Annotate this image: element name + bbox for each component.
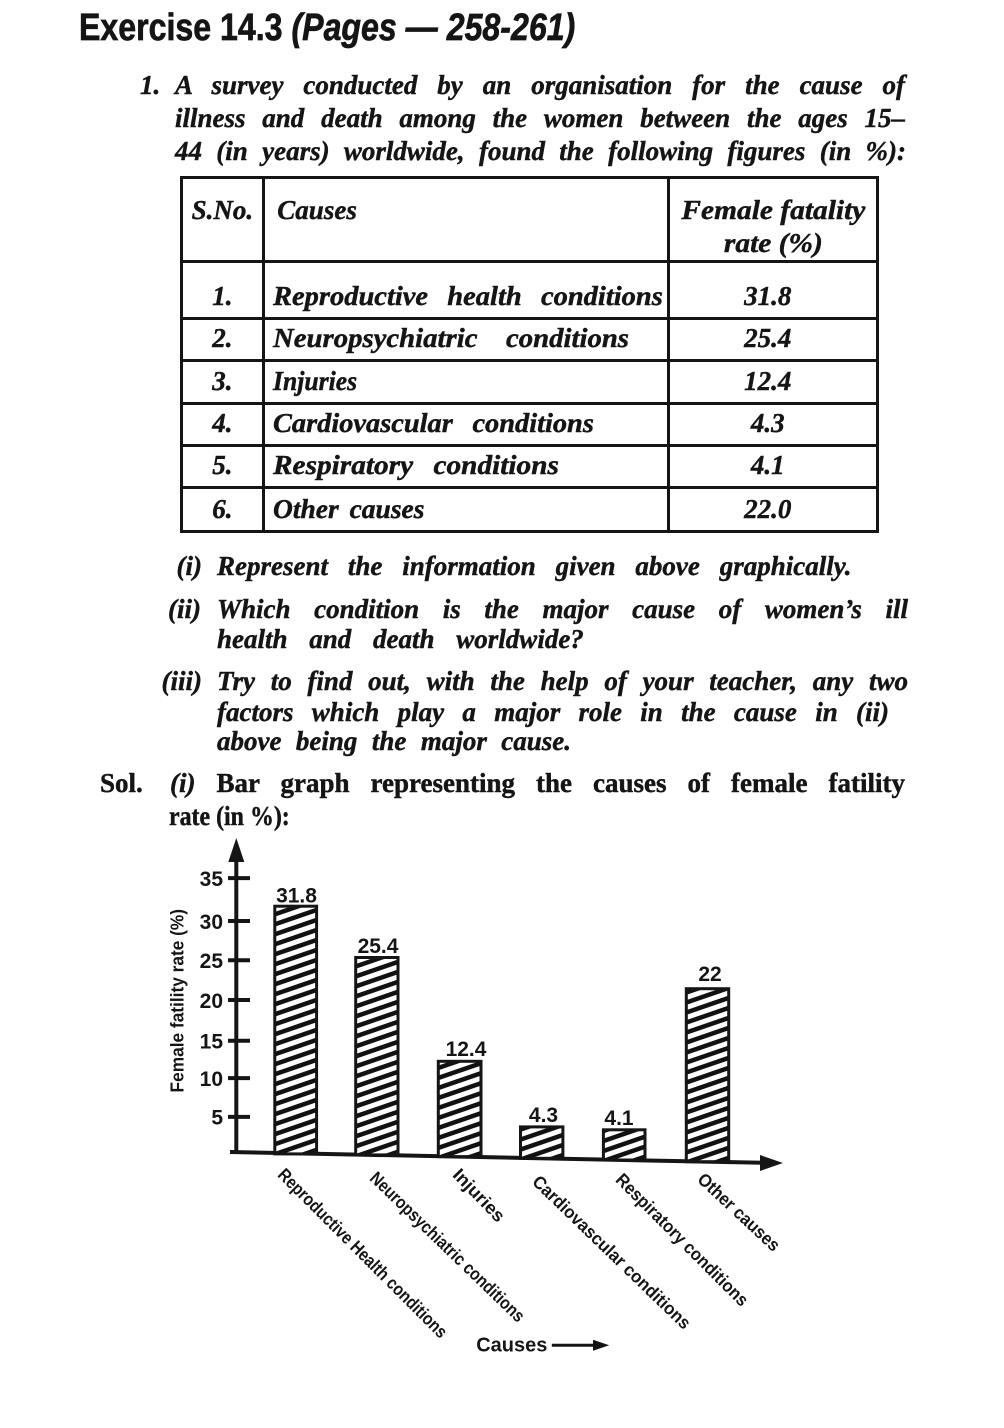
- svg-text:25: 25: [200, 950, 224, 973]
- svg-text:15: 15: [200, 1031, 224, 1054]
- svg-text:4.3: 4.3: [529, 1104, 558, 1127]
- svg-text:10: 10: [200, 1068, 223, 1091]
- svg-text:31.8: 31.8: [276, 885, 317, 908]
- svg-text:5: 5: [211, 1107, 223, 1130]
- svg-text:12.4: 12.4: [446, 1038, 487, 1061]
- svg-text:22: 22: [698, 963, 721, 986]
- svg-text:Female fatility rate (%): Female fatility rate (%): [168, 909, 188, 1092]
- svg-text:30: 30: [200, 911, 223, 934]
- svg-text:35: 35: [200, 868, 224, 891]
- svg-text:20: 20: [200, 990, 223, 1013]
- svg-text:Injuries: Injuries: [449, 1165, 509, 1226]
- svg-text:4.1: 4.1: [604, 1107, 634, 1130]
- svg-text:Cardiovascular conditions: Cardiovascular conditions: [528, 1171, 694, 1333]
- svg-text:Neuropsychiatric conditions: Neuropsychiatric conditions: [366, 1168, 529, 1326]
- svg-text:Reproductive Health conditions: Reproductive Health conditions: [274, 1164, 451, 1341]
- svg-text:25.4: 25.4: [358, 935, 399, 958]
- svg-text:Other causes: Other causes: [694, 1169, 784, 1255]
- svg-text:Causes: Causes: [476, 1335, 547, 1357]
